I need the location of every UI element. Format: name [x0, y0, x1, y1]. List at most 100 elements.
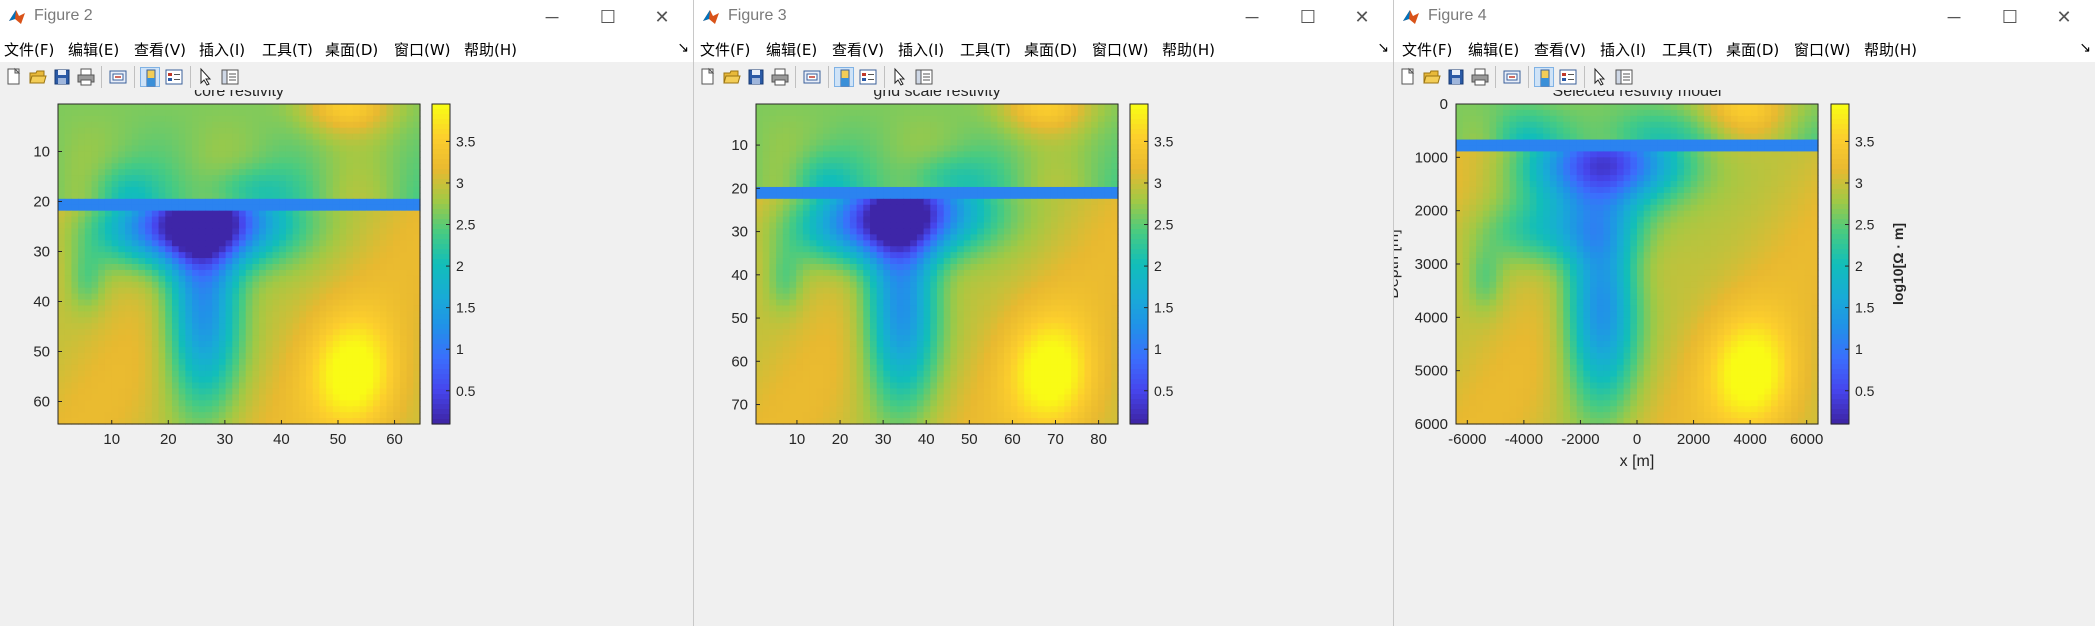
save-icon[interactable] [52, 67, 72, 87]
heatmap-cell [782, 163, 791, 170]
heatmap-cell [359, 364, 367, 372]
heatmap-cell [1024, 264, 1032, 271]
menu-insert[interactable]: 插入(I) [898, 41, 945, 59]
new-figure-icon[interactable] [698, 67, 718, 87]
heatmap-cell [1097, 192, 1106, 200]
heatmap-cell [145, 264, 153, 271]
heatmap-cell [185, 264, 193, 271]
menu-window[interactable]: 窗口(W) [1092, 41, 1149, 59]
menu-help[interactable]: 帮助(H) [1162, 41, 1215, 59]
heatmap-cell [71, 115, 79, 123]
menu-view[interactable]: 查看(V) [832, 41, 884, 59]
menu-desktop[interactable]: 桌面(D) [325, 41, 379, 59]
legend-icon[interactable] [858, 67, 878, 87]
heatmap-cell [232, 382, 240, 390]
edit-plot-pointer-icon[interactable] [890, 67, 910, 87]
heatmap-cell [212, 418, 220, 425]
toolbar-separator [828, 66, 829, 88]
heatmap-cell [359, 115, 367, 123]
menu-file[interactable]: 文件(F) [4, 41, 55, 59]
open-file-icon[interactable] [722, 67, 742, 87]
heatmap-cell [963, 228, 972, 235]
link-plot-icon[interactable] [108, 67, 128, 87]
menu-file[interactable]: 文件(F) [700, 41, 751, 59]
new-figure-icon[interactable] [4, 67, 24, 87]
heatmap-cell [346, 264, 354, 271]
heatmap-cell [386, 181, 394, 188]
open-file-icon[interactable] [28, 67, 48, 87]
heatmap-cell [84, 269, 93, 277]
menu-edit[interactable]: 编辑(E) [68, 41, 120, 59]
heatmap-cell [829, 115, 838, 123]
close-button[interactable]: ✕ [654, 7, 670, 27]
heatmap-cell [916, 264, 925, 271]
heatmap-cell [178, 335, 186, 342]
colorbar-icon[interactable] [140, 67, 160, 87]
property-editor-icon[interactable] [220, 67, 240, 87]
title-bar[interactable]: Figure 2 ─ ☐ ✕ [0, 0, 693, 34]
heatmap-cell [1084, 299, 1092, 307]
heatmap-cell [346, 151, 354, 158]
print-icon[interactable] [770, 67, 790, 87]
heatmap-cell [299, 412, 307, 419]
save-icon[interactable] [746, 67, 766, 87]
heatmap-cell [869, 175, 878, 182]
menu-tools[interactable]: 工具(T) [262, 41, 313, 59]
minimize-button[interactable]: ─ [545, 7, 559, 27]
edit-plot-pointer-icon[interactable] [196, 67, 216, 87]
dock-arrow-icon[interactable]: ↘ [677, 39, 689, 55]
maximize-button[interactable]: ☐ [599, 7, 617, 27]
colorbar-icon[interactable] [834, 67, 854, 87]
minimize-button[interactable]: ─ [1245, 7, 1259, 27]
colorbar[interactable] [431, 103, 451, 425]
heatmap-cell [823, 175, 831, 182]
heatmap-cell [1010, 192, 1019, 200]
heatmap-cell [943, 163, 951, 170]
heatmap-cell [869, 258, 878, 265]
heatmap-cell [1004, 269, 1012, 277]
heatmap-cell [916, 299, 925, 307]
menu-tools[interactable]: 工具(T) [960, 41, 1011, 59]
heatmap-cell [111, 104, 119, 111]
heatmap-cell [104, 346, 113, 354]
heatmap-cell [332, 169, 341, 176]
heatmap-cell [319, 258, 327, 265]
menu-edit[interactable]: 编辑(E) [766, 41, 818, 59]
heatmap-cell [84, 305, 93, 313]
close-button[interactable]: ✕ [1354, 7, 1370, 27]
heatmap-cell [192, 169, 200, 176]
legend-icon[interactable] [164, 67, 184, 87]
property-editor-icon[interactable] [914, 67, 934, 87]
heatmap-cell [299, 400, 307, 407]
heatmap-cell [950, 115, 958, 123]
heatmap-cell [239, 240, 247, 247]
heatmap-cell [890, 204, 898, 212]
heatmap-cell [346, 145, 354, 153]
colorbar-segment [432, 144, 450, 150]
dock-arrow-icon[interactable]: ↘ [1377, 39, 1389, 55]
heatmap-cell [104, 192, 113, 200]
heatmap-cell [836, 181, 844, 188]
maximize-button[interactable]: ☐ [1299, 7, 1317, 27]
axes-frame[interactable] [57, 103, 421, 425]
menu-view[interactable]: 查看(V) [134, 41, 186, 59]
heatmap-cell [319, 121, 327, 129]
heatmap-cell [64, 394, 72, 401]
heatmap-cell [910, 175, 918, 182]
link-plot-icon[interactable] [802, 67, 822, 87]
heatmap-cell [1097, 145, 1106, 153]
print-icon[interactable] [76, 67, 96, 87]
heatmap-cell [78, 169, 86, 176]
heatmap-cell [64, 258, 72, 265]
heatmap-cell [990, 151, 998, 158]
menu-help[interactable]: 帮助(H) [464, 41, 517, 59]
title-bar[interactable]: Figure 3 ─ ☐ ✕ [694, 0, 1393, 34]
menu-window[interactable]: 窗口(W) [394, 41, 451, 59]
heatmap-cell [71, 323, 79, 330]
heatmap-cell [185, 109, 193, 117]
heatmap-cell [165, 376, 173, 384]
heatmap-cell [352, 121, 361, 129]
menu-desktop[interactable]: 桌面(D) [1024, 41, 1078, 59]
heatmap-cell [91, 157, 99, 164]
menu-insert[interactable]: 插入(I) [199, 41, 246, 59]
